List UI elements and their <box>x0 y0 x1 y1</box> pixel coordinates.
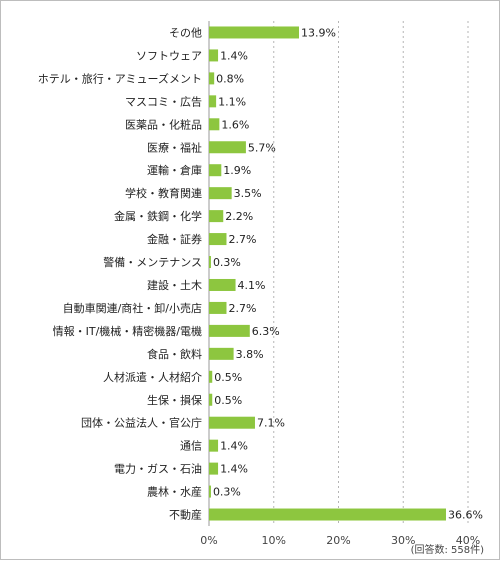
bar <box>209 187 232 200</box>
category-label: 情報・IT/機械・精密機器/電機 <box>53 324 202 338</box>
value-label: 4.1% <box>238 279 266 292</box>
category-label: 運輸・倉庫 <box>147 163 202 177</box>
value-label: 1.6% <box>221 118 249 131</box>
bar <box>209 95 217 108</box>
bar <box>209 278 236 291</box>
bar <box>209 256 211 269</box>
value-label: 0.8% <box>216 72 244 85</box>
bar <box>209 462 219 475</box>
category-labels: その他ソフトウェアホテル・旅行・アミューズメントマスコミ・広告医薬品・化粧品医療… <box>38 26 202 521</box>
bar <box>209 26 300 39</box>
category-label: 不動産 <box>169 508 202 522</box>
x-tick-label: 10% <box>262 534 286 547</box>
x-tick-label: 20% <box>326 534 350 547</box>
x-tick-label: 40% <box>456 534 480 547</box>
category-label: 人材派遣・人材紹介 <box>103 370 202 384</box>
bar <box>209 164 222 177</box>
x-tick-label: 30% <box>391 534 415 547</box>
category-label: マスコミ・広告 <box>125 95 202 108</box>
category-label: 医薬品・化粧品 <box>125 117 202 131</box>
category-label: 食品・飲料 <box>147 347 202 361</box>
bar <box>209 416 255 429</box>
category-label: 学校・教育関連 <box>125 186 202 200</box>
category-label: ホテル・旅行・アミューズメント <box>38 71 202 85</box>
value-label: 2.7% <box>228 233 256 246</box>
bar <box>209 485 211 498</box>
value-label: 2.7% <box>228 302 256 315</box>
value-label: 1.4% <box>220 440 248 453</box>
bar <box>209 233 227 246</box>
bar <box>209 301 227 314</box>
bar <box>209 72 215 85</box>
value-label: 7.1% <box>257 417 285 430</box>
bar <box>209 508 446 521</box>
value-label: 2.2% <box>225 210 253 223</box>
value-label: 0.5% <box>214 394 242 407</box>
bars <box>209 26 446 521</box>
bar <box>209 347 234 360</box>
value-label: 0.3% <box>213 256 241 269</box>
value-label: 3.8% <box>236 348 264 361</box>
category-label: 団体・公益法人・官公庁 <box>81 416 202 430</box>
value-label: 1.9% <box>223 164 251 177</box>
value-label: 5.7% <box>248 141 276 154</box>
value-label: 0.3% <box>213 486 241 499</box>
bar <box>209 393 213 406</box>
category-label: 農林・水産 <box>147 485 202 499</box>
category-label: その他 <box>169 26 202 39</box>
category-label: 生保・損保 <box>147 393 202 407</box>
bar <box>209 49 219 62</box>
value-label: 13.9% <box>301 26 336 39</box>
value-label: 1.4% <box>220 463 248 476</box>
category-label: 電力・ガス・石油 <box>114 462 202 476</box>
category-label: 金融・証券 <box>147 232 202 246</box>
value-labels: 13.9% 1.4% 0.8% 1.1% 1.6% 5.7% 1.9% 3.5% 2.2% 2.7… <box>213 26 483 521</box>
response-count-note: (回答数: 558件) <box>411 543 485 556</box>
bar <box>209 370 213 383</box>
bar <box>209 118 220 131</box>
bar <box>209 324 250 337</box>
value-label: 1.4% <box>220 49 248 62</box>
value-label: 3.5% <box>234 187 262 200</box>
bar <box>209 439 219 452</box>
category-label: 医療・福祉 <box>147 140 202 154</box>
value-label: 36.6% <box>448 509 483 522</box>
category-label: 金属・鉄鋼・化学 <box>114 209 202 223</box>
category-label: 建設・土木 <box>147 278 202 292</box>
category-label: 通信 <box>180 440 202 453</box>
bar <box>209 141 246 154</box>
x-axis-ticks: 0% 10% 20% 30% 40% <box>200 534 480 547</box>
category-label: ソフトウェア <box>136 49 202 62</box>
value-label: 1.1% <box>218 95 246 108</box>
category-label: 自動車関連/商社・卸/小売店 <box>63 301 202 315</box>
category-label: 警備・メンテナンス <box>103 255 202 269</box>
value-label: 6.3% <box>252 325 280 338</box>
x-tick-label: 0% <box>200 534 217 547</box>
value-label: 0.5% <box>214 371 242 384</box>
bar <box>209 210 224 223</box>
